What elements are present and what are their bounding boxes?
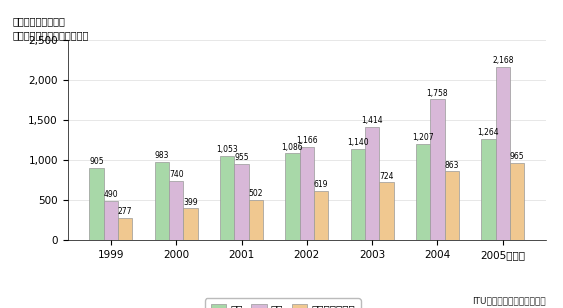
Bar bbox=[104, 201, 118, 240]
Text: 863: 863 bbox=[445, 160, 459, 169]
Bar bbox=[481, 139, 495, 240]
Text: 1,086: 1,086 bbox=[282, 143, 303, 152]
Text: 740: 740 bbox=[169, 170, 184, 179]
Text: 1,758: 1,758 bbox=[427, 89, 448, 98]
Text: 724: 724 bbox=[379, 172, 394, 181]
Bar bbox=[155, 161, 169, 240]
Text: 1,140: 1,140 bbox=[347, 138, 369, 147]
Bar bbox=[416, 144, 430, 240]
Text: 983: 983 bbox=[155, 151, 169, 160]
Text: 955: 955 bbox=[234, 153, 249, 162]
Bar bbox=[285, 153, 300, 240]
Legend: 固定, 携帯, インターネット: 固定, 携帯, インターネット bbox=[205, 298, 360, 308]
Text: 2,168: 2,168 bbox=[492, 56, 513, 65]
Bar bbox=[184, 208, 198, 240]
Text: 905: 905 bbox=[89, 157, 104, 166]
Bar bbox=[249, 200, 263, 240]
Text: （電話：百万回線）: （電話：百万回線） bbox=[12, 16, 65, 26]
Bar bbox=[220, 156, 234, 240]
Text: ITUホームページにより作成: ITUホームページにより作成 bbox=[472, 296, 546, 305]
Bar bbox=[445, 171, 459, 240]
Bar bbox=[118, 218, 132, 240]
Bar bbox=[510, 163, 524, 240]
Text: 1,264: 1,264 bbox=[477, 128, 499, 137]
Bar bbox=[351, 149, 365, 240]
Text: 1,414: 1,414 bbox=[361, 116, 383, 125]
Text: 1,053: 1,053 bbox=[216, 145, 238, 154]
Bar bbox=[234, 164, 249, 240]
Text: 490: 490 bbox=[104, 190, 118, 199]
Bar bbox=[365, 127, 379, 240]
Bar bbox=[90, 168, 104, 240]
Text: 619: 619 bbox=[314, 180, 328, 189]
Bar bbox=[379, 182, 394, 240]
Text: 965: 965 bbox=[510, 152, 525, 161]
Bar bbox=[169, 181, 184, 240]
Text: （インターネット：百万人）: （インターネット：百万人） bbox=[12, 30, 89, 40]
Text: 1,207: 1,207 bbox=[412, 133, 434, 142]
Text: 1,166: 1,166 bbox=[296, 136, 318, 145]
Text: 399: 399 bbox=[183, 198, 198, 207]
Bar bbox=[495, 67, 510, 240]
Bar bbox=[430, 99, 445, 240]
Text: 502: 502 bbox=[249, 189, 263, 198]
Text: 277: 277 bbox=[118, 208, 132, 217]
Bar bbox=[314, 191, 328, 240]
Bar bbox=[300, 147, 314, 240]
